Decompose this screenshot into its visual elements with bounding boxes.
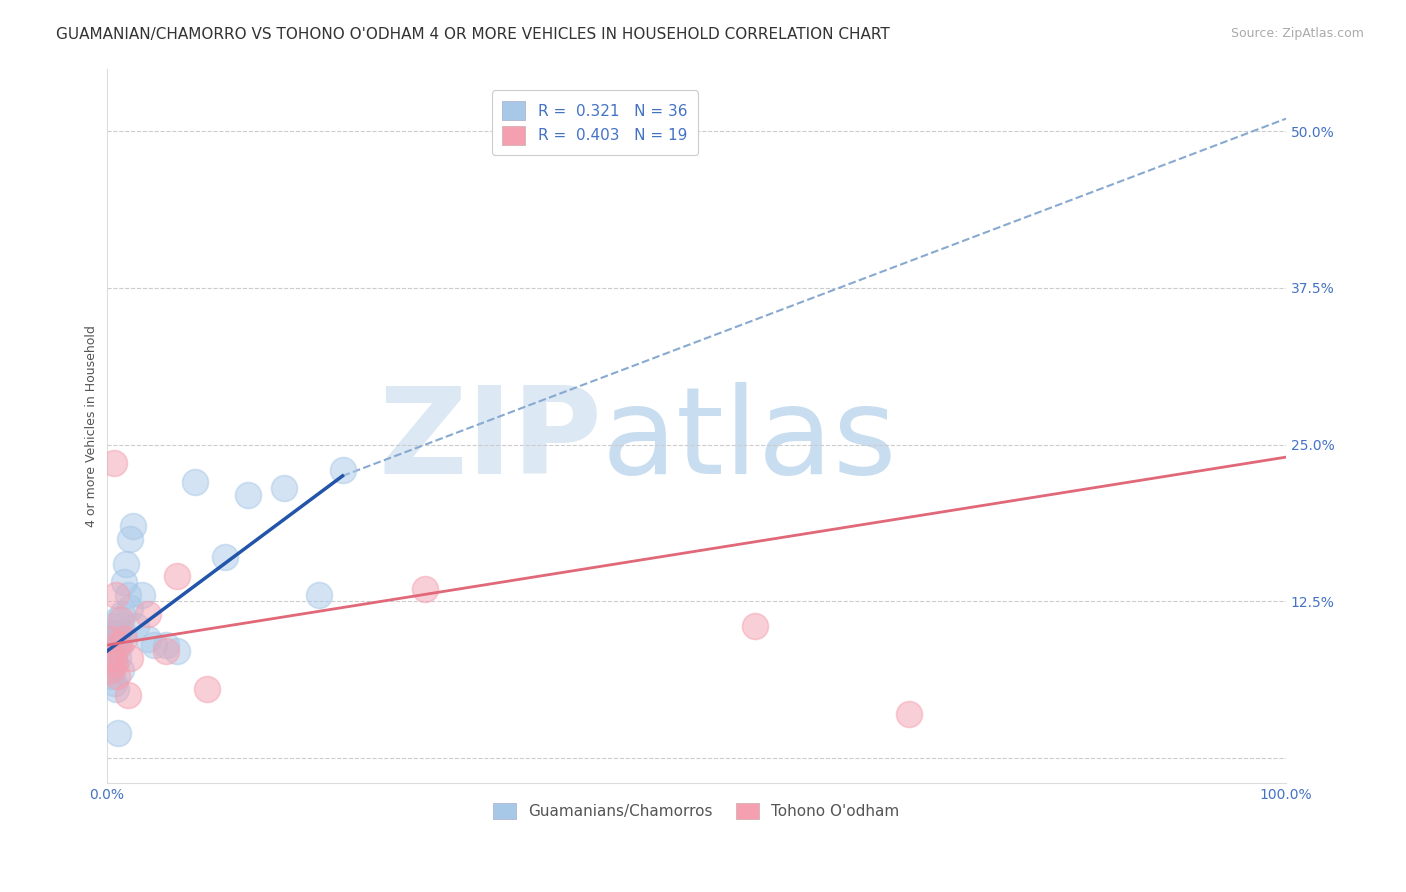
Point — [107, 638, 129, 652]
Point — [100, 663, 122, 677]
Point — [195, 681, 218, 696]
Point — [101, 619, 124, 633]
Point — [214, 550, 236, 565]
Point — [104, 657, 127, 671]
Point — [131, 588, 153, 602]
Point — [105, 613, 128, 627]
Point — [101, 638, 124, 652]
Point — [117, 688, 139, 702]
Point — [120, 600, 142, 615]
Point — [111, 607, 134, 621]
Point — [120, 650, 142, 665]
Point — [413, 582, 436, 596]
Point — [332, 463, 354, 477]
Text: Source: ZipAtlas.com: Source: ZipAtlas.com — [1230, 27, 1364, 40]
Point — [105, 681, 128, 696]
Point — [744, 619, 766, 633]
Point — [136, 632, 159, 646]
Point — [142, 638, 165, 652]
Point — [104, 625, 127, 640]
Point — [110, 663, 132, 677]
Point — [98, 632, 121, 646]
Point — [184, 475, 207, 490]
Legend: Guamanians/Chamorros, Tohono O'odham: Guamanians/Chamorros, Tohono O'odham — [488, 797, 905, 825]
Point — [112, 632, 135, 646]
Point — [107, 650, 129, 665]
Point — [125, 619, 148, 633]
Point — [120, 532, 142, 546]
Point — [107, 726, 129, 740]
Point — [103, 650, 125, 665]
Point — [121, 519, 143, 533]
Point — [103, 456, 125, 470]
Point — [98, 644, 121, 658]
Point — [273, 482, 295, 496]
Point — [110, 613, 132, 627]
Y-axis label: 4 or more Vehicles in Household: 4 or more Vehicles in Household — [86, 325, 98, 526]
Text: ZIP: ZIP — [378, 382, 602, 499]
Point — [308, 588, 330, 602]
Point — [100, 669, 122, 683]
Text: GUAMANIAN/CHAMORRO VS TOHONO O'ODHAM 4 OR MORE VEHICLES IN HOUSEHOLD CORRELATION: GUAMANIAN/CHAMORRO VS TOHONO O'ODHAM 4 O… — [56, 27, 890, 42]
Text: atlas: atlas — [602, 382, 897, 499]
Point — [114, 557, 136, 571]
Point — [100, 657, 122, 671]
Point — [107, 625, 129, 640]
Point — [101, 650, 124, 665]
Point — [105, 588, 128, 602]
Point — [117, 588, 139, 602]
Point — [166, 644, 188, 658]
Point — [155, 644, 177, 658]
Point — [897, 707, 920, 722]
Point — [103, 675, 125, 690]
Point — [238, 488, 260, 502]
Point — [112, 625, 135, 640]
Point — [105, 632, 128, 646]
Point — [136, 607, 159, 621]
Point — [166, 569, 188, 583]
Point — [108, 638, 131, 652]
Point — [155, 638, 177, 652]
Point — [112, 575, 135, 590]
Point — [105, 669, 128, 683]
